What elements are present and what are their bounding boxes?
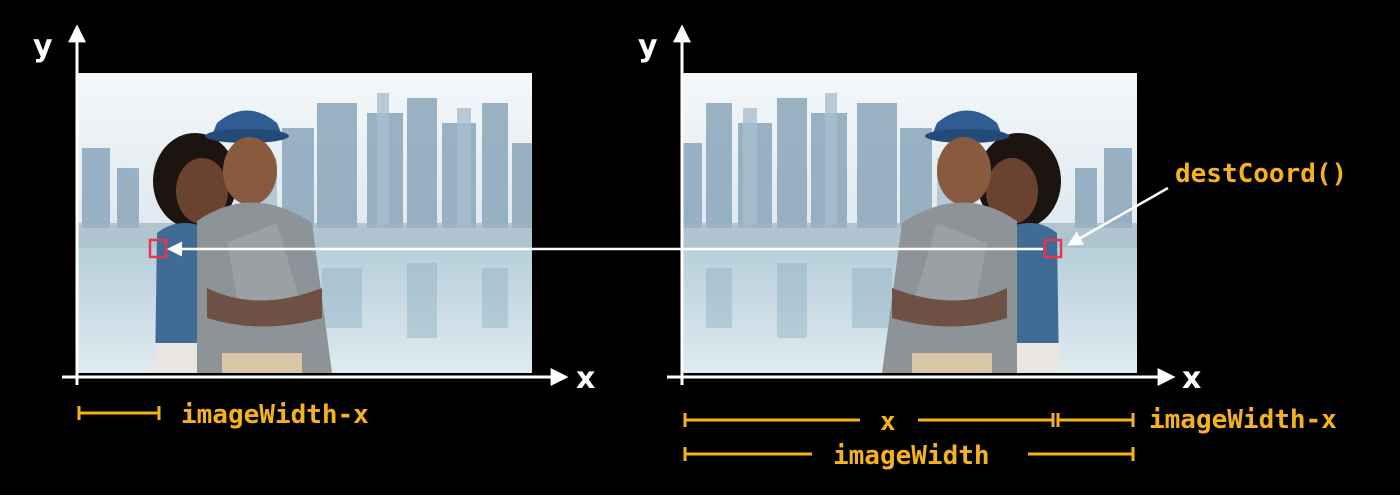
- dest-coord-pointer: [1067, 186, 1169, 246]
- right-total-dim-label: imageWidth: [833, 441, 990, 471]
- right-photo-mirrored: [682, 73, 1137, 373]
- dest-pixel-marker: [1043, 238, 1063, 259]
- right-x-dim-label: x: [880, 407, 896, 437]
- left-y-label: y: [33, 29, 53, 64]
- right-total-dimension: [683, 447, 1135, 461]
- right-panel: y x x imageWidth-x imageWidth destCoord(…: [638, 24, 1347, 471]
- dest-coord-label: destCoord(): [1175, 159, 1347, 189]
- right-rest-dimension: [1056, 413, 1135, 427]
- right-x-label: x: [1182, 361, 1201, 396]
- left-dimension: [77, 406, 161, 420]
- right-y-label: y: [638, 29, 658, 64]
- right-rest-dim-label: imageWidth-x: [1149, 405, 1337, 435]
- right-x-dimension: [683, 413, 1055, 427]
- left-dim-label: imageWidth-x: [181, 400, 369, 430]
- left-panel: y x imageWidth-x: [33, 24, 595, 430]
- source-pixel-marker: [148, 238, 168, 259]
- left-photo: [77, 73, 532, 373]
- left-x-label: x: [576, 361, 595, 396]
